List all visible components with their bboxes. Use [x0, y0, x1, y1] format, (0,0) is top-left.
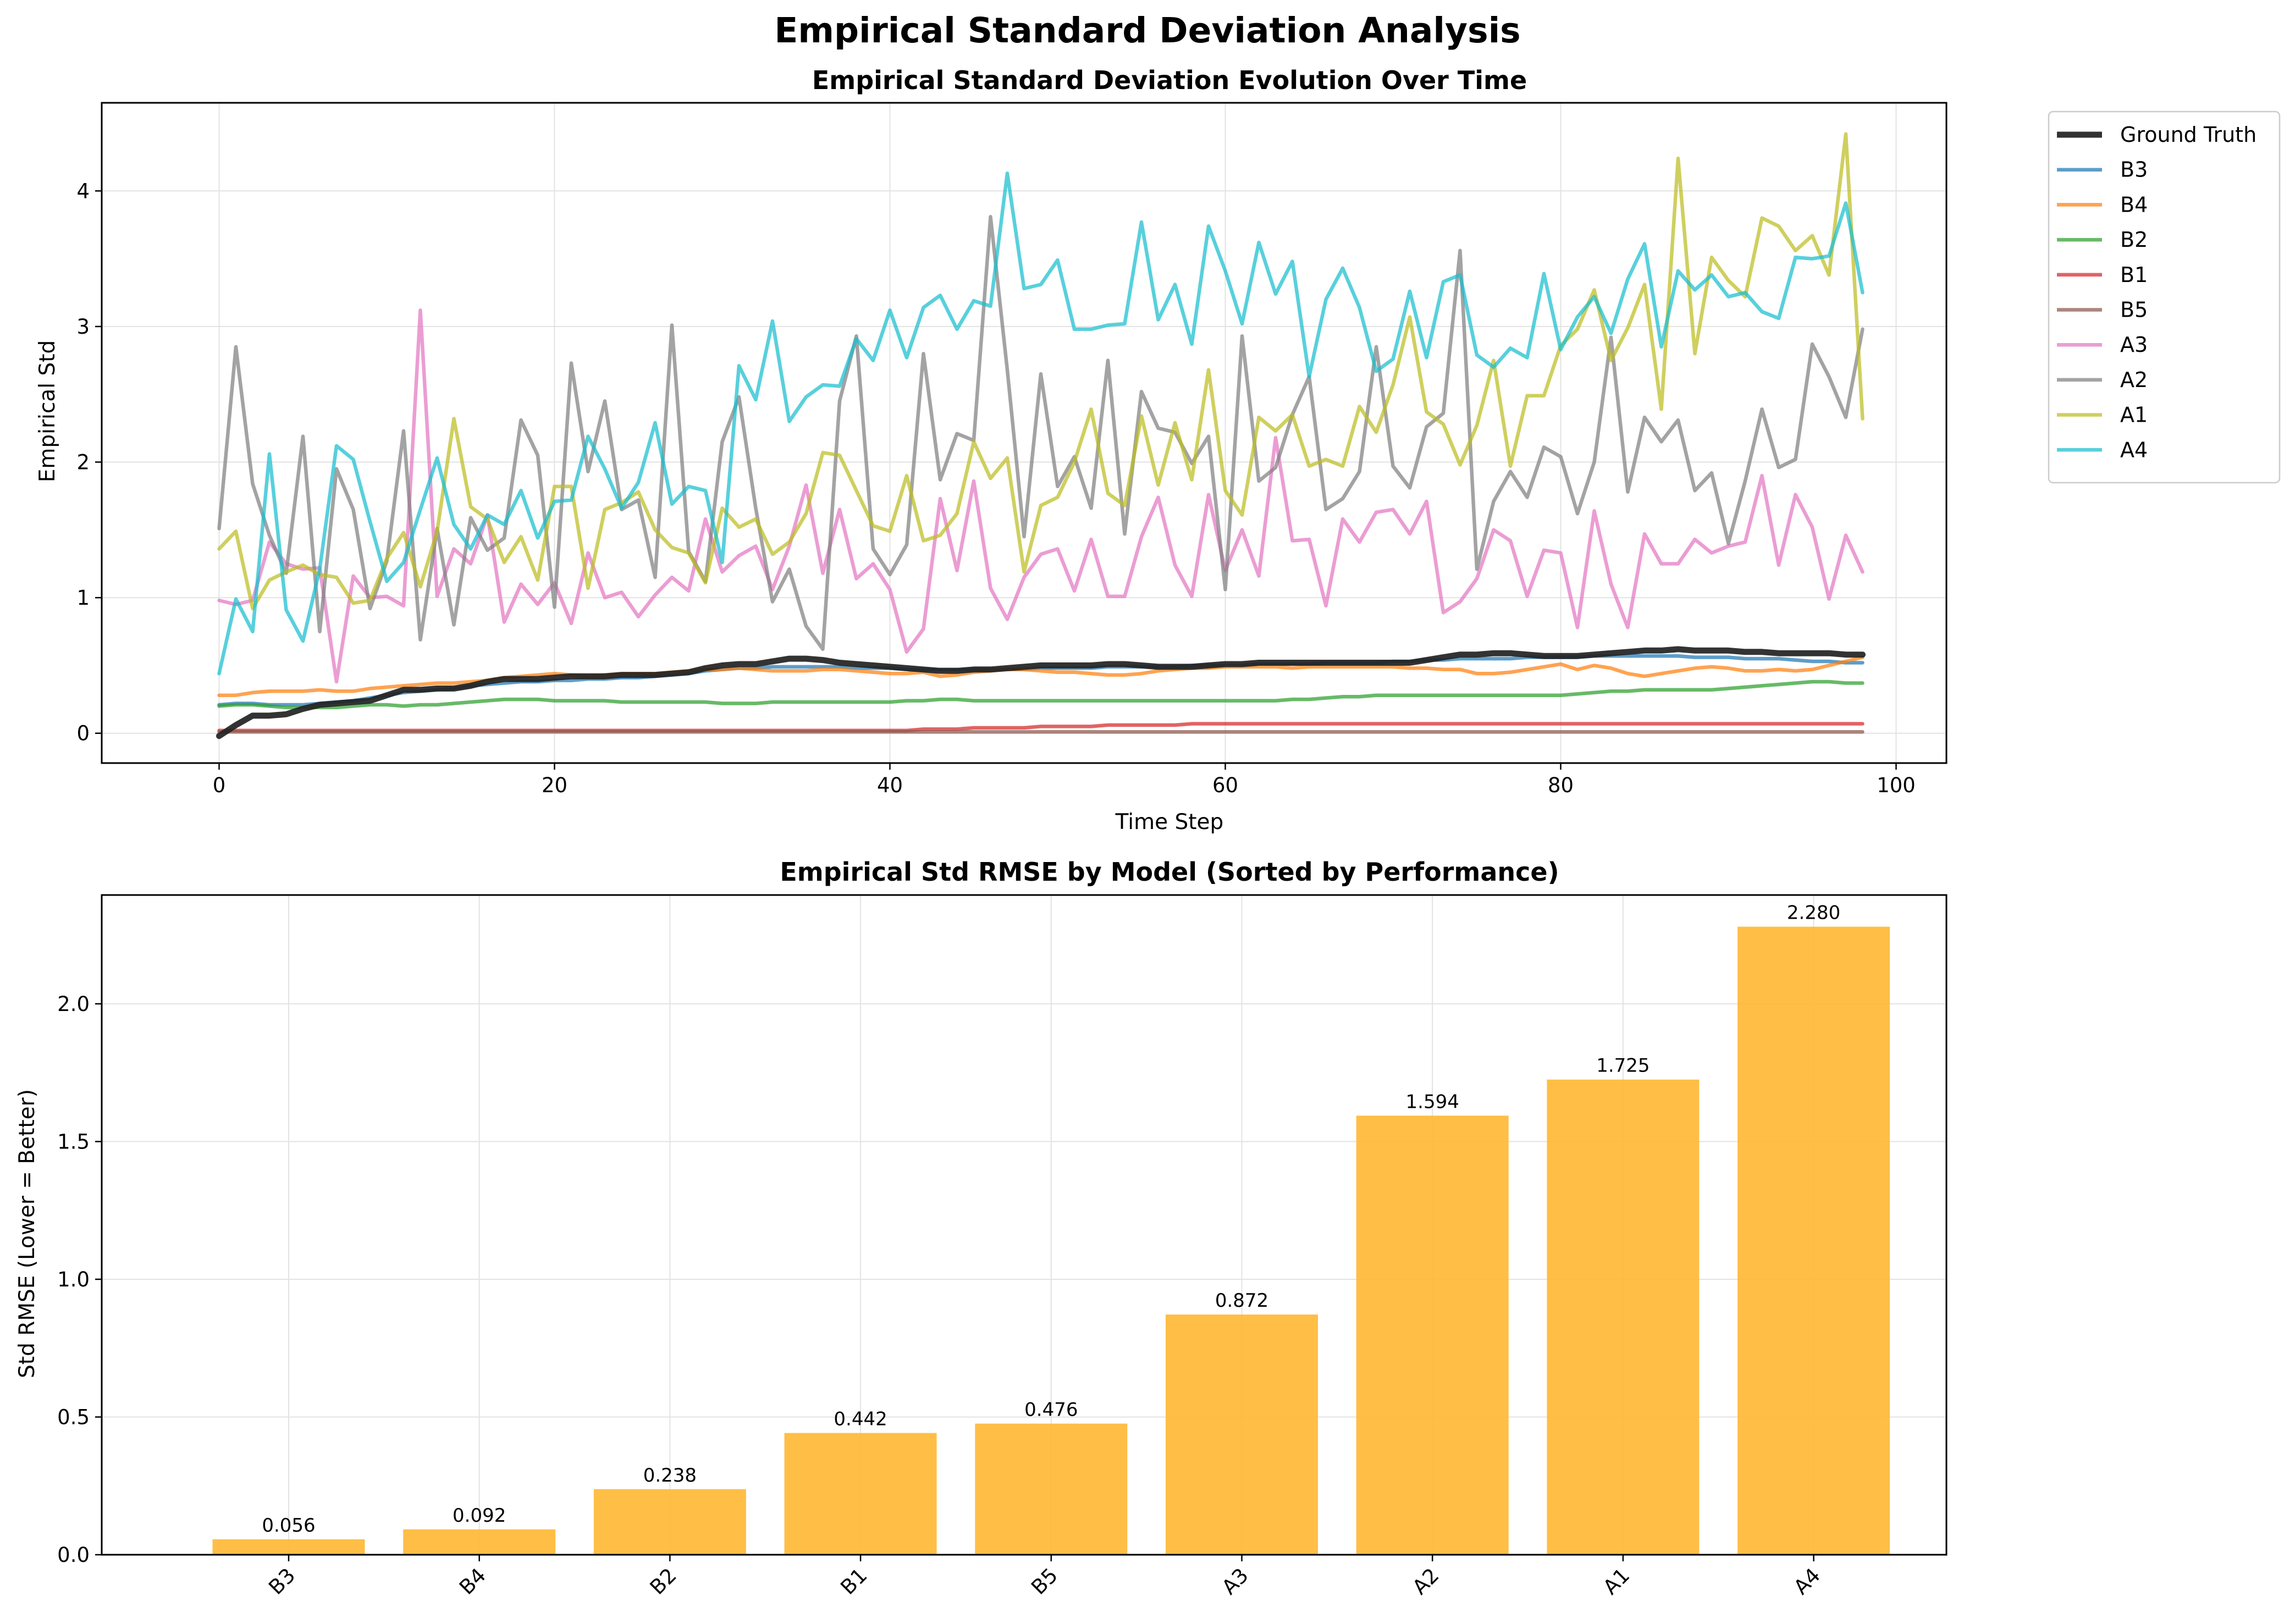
bar-value-label-A3: 0.872 [1215, 1290, 1268, 1312]
legend-label-b2: B2 [2120, 228, 2148, 252]
legend-label-b5: B5 [2120, 298, 2148, 322]
bar-A1 [1547, 1079, 1700, 1555]
line-chart-xlabel: Time Step [1115, 810, 1224, 835]
bar-chart-ylabel: Std RMSE (Lower = Better) [15, 1089, 40, 1378]
line-chart-panel: Empirical Standard Deviation Evolution O… [35, 65, 2281, 835]
line-ytick-label-0: 0 [76, 722, 90, 745]
figure-title: Empirical Standard Deviation Analysis [774, 10, 1520, 51]
bar-A3 [1166, 1314, 1318, 1555]
line-ytick-label-3: 3 [76, 315, 90, 339]
bar-value-label-B4: 0.092 [453, 1505, 506, 1527]
bar-value-label-A4: 2.280 [1787, 902, 1840, 924]
line-xtick-label-100: 100 [1877, 774, 1916, 797]
bar-ytick-label-0.5: 0.5 [57, 1405, 90, 1429]
bar-chart-title: Empirical Std RMSE by Model (Sorted by P… [780, 857, 1559, 887]
line-chart-series [216, 132, 1866, 739]
bar-value-label-A2: 1.594 [1406, 1091, 1459, 1113]
bar-chart-frame [101, 894, 1948, 1556]
bar-A4 [1737, 926, 1890, 1555]
line-xtick-label-20: 20 [542, 774, 567, 797]
legend-label-b4: B4 [2120, 192, 2148, 217]
bar-B1 [784, 1433, 937, 1555]
bar-value-label-B2: 0.238 [643, 1465, 697, 1487]
line-chart-legend: Ground Truth B3 B4 B2 B1 B5 A3 A2 A1 A4 [2048, 111, 2281, 484]
bar-value-label-B1: 0.442 [834, 1408, 887, 1430]
series-line-a4 [217, 171, 1864, 676]
bar-A2 [1356, 1115, 1509, 1555]
bar-value-label-B3: 0.056 [262, 1515, 315, 1537]
series-line-a3 [217, 308, 1864, 684]
legend-label-a4: A4 [2120, 438, 2148, 462]
bar-chart-bars: 0.056 0.092 0.238 0.442 0.476 0.872 1.594 1.725… [212, 902, 1890, 1555]
legend-label-a2: A2 [2120, 368, 2148, 392]
bar-ytick-label-1.5: 1.5 [57, 1130, 90, 1153]
bar-B4 [403, 1529, 556, 1555]
bar-chart-panel: Empirical Std RMSE by Model (Sorted by P… [15, 857, 1948, 1599]
legend-box [2048, 111, 2281, 484]
legend-label-b3: B3 [2120, 158, 2148, 182]
legend-label-a1: A1 [2120, 403, 2148, 427]
line-chart-axes: 0 20 40 60 80 100 0 1 2 3 4 [76, 102, 1948, 797]
line-ytick-label-4: 4 [76, 179, 90, 203]
bar-B5 [975, 1423, 1128, 1555]
bar-value-label-A1: 1.725 [1596, 1055, 1649, 1077]
line-chart-ylabel: Empirical Std [35, 340, 60, 482]
bar-ytick-label-1.0: 1.0 [57, 1268, 90, 1291]
bar-ytick-label-0.0: 0.0 [57, 1543, 90, 1567]
bar-B2 [593, 1489, 746, 1555]
bar-B3 [212, 1539, 365, 1555]
line-ytick-label-2: 2 [76, 451, 90, 474]
bar-ytick-label-2.0: 2.0 [57, 992, 90, 1016]
line-xtick-label-80: 80 [1548, 774, 1574, 797]
legend-label-b1: B1 [2120, 263, 2148, 287]
series-line-a2 [217, 214, 1864, 651]
line-chart-frame [101, 102, 1948, 764]
line-chart-title: Empirical Standard Deviation Evolution O… [812, 65, 1527, 95]
legend-label-ground-truth: Ground Truth [2120, 123, 2257, 147]
line-xtick-label-0: 0 [213, 774, 226, 797]
bar-value-label-B5: 0.476 [1024, 1399, 1078, 1421]
line-xtick-label-60: 60 [1212, 774, 1238, 797]
line-ytick-label-1: 1 [76, 586, 90, 610]
line-xtick-label-40: 40 [877, 774, 903, 797]
series-line-b2 [217, 680, 1864, 710]
legend-label-a3: A3 [2120, 333, 2148, 357]
series-line-ground-truth [216, 646, 1866, 739]
